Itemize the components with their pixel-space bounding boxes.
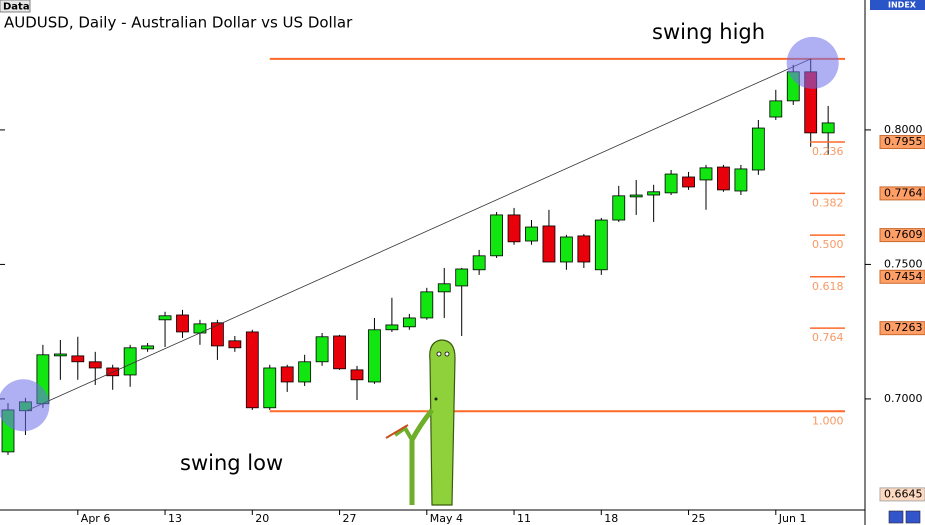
candle-body — [228, 340, 242, 349]
candle-body — [123, 347, 137, 376]
candle-body — [88, 361, 102, 369]
candle-body — [298, 361, 312, 383]
candle-body — [629, 194, 643, 198]
fib-price-label: 0.7955 — [884, 135, 923, 148]
candle-body — [769, 100, 783, 118]
candle-body — [717, 166, 730, 191]
fib-price-label: 0.7609 — [884, 228, 923, 241]
x-tick-label: 11 — [517, 512, 531, 525]
chart-title: AUDUSD, Daily - Australian Dollar vs US … — [4, 14, 353, 32]
data-button[interactable] — [0, 0, 31, 13]
x-tick-label: 13 — [168, 512, 182, 525]
fib-ratio-label: 0.500 — [812, 238, 844, 251]
nav-button[interactable] — [888, 510, 904, 524]
x-tick-label: Jun 1 — [778, 512, 807, 525]
candle-body — [53, 353, 67, 357]
candle-body — [455, 268, 469, 287]
x-tick-label: May 4 — [430, 512, 463, 525]
candle-body — [699, 167, 713, 181]
fib-price-box — [879, 186, 925, 201]
candle-body — [490, 214, 504, 257]
candle-body — [333, 335, 346, 370]
cartoon-figure — [385, 339, 456, 506]
fib-price-box — [879, 269, 925, 284]
fib-ratio-label: 1.000 — [812, 414, 844, 427]
candle-body — [751, 127, 765, 171]
candle-body — [594, 219, 608, 271]
x-tick-label: 27 — [343, 512, 357, 525]
annotation: swing high — [652, 20, 765, 44]
fib-ratio-label: 0.236 — [812, 145, 844, 158]
candle-body — [280, 366, 294, 383]
candle-body — [141, 345, 155, 350]
candle-body — [210, 322, 224, 347]
swing-marker — [0, 379, 50, 432]
candle-body — [402, 317, 416, 328]
candle-body — [385, 324, 399, 331]
swing-marker — [786, 36, 839, 89]
candle-body — [315, 336, 329, 363]
index-label: INDEX — [888, 1, 917, 10]
data-button-label[interactable]: Data — [3, 2, 30, 13]
candle-body — [577, 235, 591, 263]
trend-line — [25, 58, 811, 412]
fib-price-box — [879, 321, 925, 336]
candle-body — [158, 315, 172, 321]
candle-body — [664, 173, 678, 194]
index-badge — [870, 0, 925, 10]
y-tick-label: 0.8000 — [884, 123, 923, 136]
x-tick-label: 25 — [692, 512, 706, 525]
nav-button[interactable] — [905, 510, 921, 524]
candle-body — [263, 367, 277, 409]
candle-body — [560, 236, 573, 263]
fib-ratio-label: 0.764 — [812, 331, 844, 344]
candle-body — [682, 176, 695, 188]
candle-body — [734, 168, 748, 192]
y-tick-label: 0.7500 — [884, 257, 923, 270]
candle-body — [193, 323, 207, 334]
candle-body — [525, 226, 538, 242]
fib-ratio-label: 0.382 — [812, 196, 844, 209]
candle-body — [821, 122, 835, 134]
candle-body — [612, 195, 626, 221]
candle-body — [647, 191, 661, 196]
x-tick-label: 18 — [604, 512, 618, 525]
candle-body — [507, 214, 521, 243]
annotation: swing low — [180, 451, 283, 475]
x-tick-label: Apr 6 — [81, 512, 111, 525]
x-tick-label: 20 — [255, 512, 269, 525]
candle-body — [420, 291, 434, 319]
candle-body — [472, 255, 486, 271]
candle-body — [71, 355, 85, 363]
fib-price-box — [879, 228, 925, 243]
fib-price-label: 0.7263 — [884, 321, 923, 334]
fib-price-label: 0.7454 — [884, 270, 923, 283]
candle-body — [437, 283, 451, 293]
candle-body — [245, 331, 259, 409]
candle-body — [176, 314, 189, 333]
y-tick-label: 0.7000 — [884, 392, 923, 405]
candle-body — [542, 225, 556, 263]
candle-body — [368, 329, 381, 383]
price-marker — [879, 487, 925, 502]
fib-ratio-label: 0.618 — [812, 280, 844, 293]
candle-body — [350, 369, 364, 381]
fib-price-label: 0.7764 — [884, 186, 923, 199]
fib-price-box — [879, 135, 925, 150]
price-marker-label: 0.6645 — [884, 487, 923, 500]
